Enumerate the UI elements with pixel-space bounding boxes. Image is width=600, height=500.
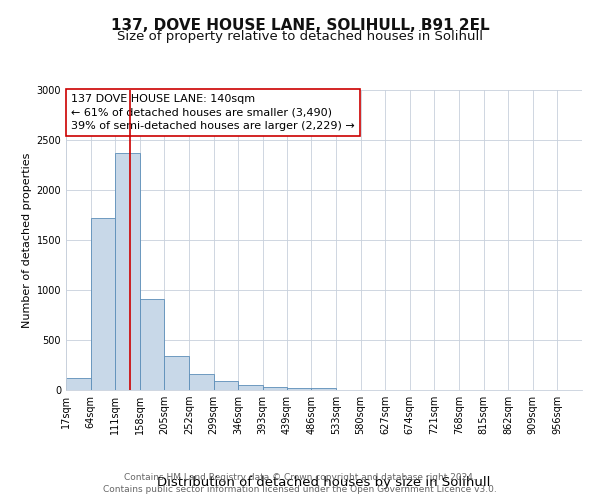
Bar bbox=[91, 218, 115, 390]
Bar bbox=[263, 387, 287, 390]
Text: Size of property relative to detached houses in Solihull: Size of property relative to detached ho… bbox=[117, 30, 483, 43]
Text: 137, DOVE HOUSE LANE, SOLIHULL, B91 2EL: 137, DOVE HOUSE LANE, SOLIHULL, B91 2EL bbox=[110, 18, 490, 32]
Bar bbox=[189, 374, 214, 390]
Text: 137 DOVE HOUSE LANE: 140sqm
← 61% of detached houses are smaller (3,490)
39% of : 137 DOVE HOUSE LANE: 140sqm ← 61% of det… bbox=[71, 94, 355, 131]
Bar bbox=[311, 388, 336, 390]
X-axis label: Distribution of detached houses by size in Solihull: Distribution of detached houses by size … bbox=[157, 476, 491, 489]
Y-axis label: Number of detached properties: Number of detached properties bbox=[22, 152, 32, 328]
Bar bbox=[115, 153, 140, 390]
Bar bbox=[66, 378, 91, 390]
Bar bbox=[287, 388, 311, 390]
Bar bbox=[238, 384, 263, 390]
Bar bbox=[164, 356, 189, 390]
Text: Contains HM Land Registry data © Crown copyright and database right 2024.
Contai: Contains HM Land Registry data © Crown c… bbox=[103, 472, 497, 494]
Bar bbox=[214, 380, 238, 390]
Bar bbox=[140, 299, 164, 390]
